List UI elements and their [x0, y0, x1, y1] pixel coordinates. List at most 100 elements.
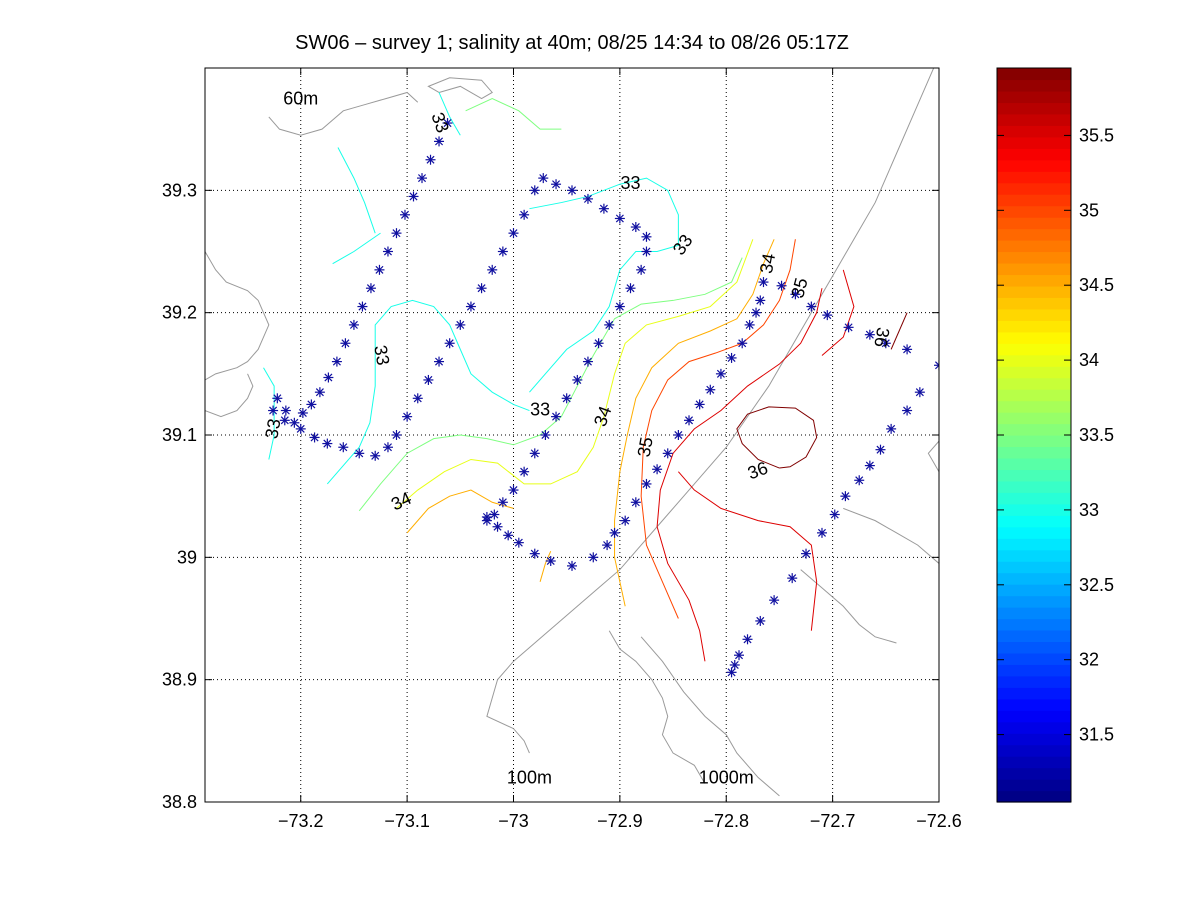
colorbar-band [997, 721, 1071, 734]
colorbar-band [997, 607, 1071, 620]
station-marker [551, 179, 562, 190]
contour-line [406, 489, 514, 534]
station-marker [620, 515, 631, 526]
colorbar-band [997, 710, 1071, 723]
colorbar-band [997, 584, 1071, 597]
colorbar-band [997, 572, 1071, 585]
y-tick-label: 39.1 [162, 425, 197, 445]
colorbar-band [997, 767, 1071, 780]
station-marker [726, 667, 737, 678]
station-marker [289, 417, 300, 428]
station-marker [902, 344, 913, 355]
station-marker [529, 185, 540, 196]
station-marker [641, 246, 652, 257]
station-marker [582, 193, 593, 204]
station-marker [402, 411, 413, 422]
station-marker [787, 573, 798, 584]
station-marker [279, 415, 290, 426]
station-marker [726, 352, 737, 363]
colorbar-band [997, 274, 1071, 287]
colorbar-band [997, 400, 1071, 413]
station-marker [829, 509, 840, 520]
contour-label: 34 [756, 252, 779, 275]
colorbar-band [997, 125, 1071, 138]
colorbar-band [997, 629, 1071, 643]
station-marker [503, 530, 514, 541]
coastline-segment [927, 440, 939, 472]
bathymetry-label: 100m [507, 768, 552, 788]
colorbar-tick-label: 32 [1079, 650, 1099, 670]
station-marker [567, 185, 577, 196]
station-marker [374, 264, 385, 275]
colorbar-band [997, 675, 1071, 688]
station-marker [322, 438, 333, 449]
colorbar-band [997, 366, 1071, 379]
colorbar-band [997, 595, 1071, 608]
colorbar-band [997, 79, 1071, 92]
station-marker [497, 246, 508, 257]
contour-line [539, 551, 552, 582]
bathymetry-labels: 60m 100m 1000m [283, 89, 754, 788]
colorbar-band [997, 435, 1071, 448]
station-marker [508, 228, 519, 239]
colorbar-band [997, 68, 1071, 81]
station-marker [593, 338, 604, 349]
station-marker [340, 338, 351, 349]
contour-line [656, 288, 823, 662]
station-marker [306, 399, 317, 410]
station-marker [776, 280, 787, 291]
station-marker [806, 301, 817, 312]
station-marker [598, 203, 609, 214]
station-marker [487, 264, 498, 275]
station-marker [673, 430, 684, 440]
station-marker [854, 475, 865, 486]
station-marker [816, 527, 827, 538]
contour-line [337, 147, 376, 234]
station-marker [641, 478, 652, 489]
station-marker [751, 307, 762, 318]
station-marker [886, 423, 897, 434]
station-marker [481, 511, 492, 522]
station-marker [734, 650, 745, 661]
station-marker [323, 372, 334, 383]
station-marker [755, 615, 766, 626]
station-marker [365, 283, 376, 294]
station-marker [538, 173, 549, 184]
bathymetry-label: 1000m [699, 768, 754, 788]
station-marker [434, 136, 445, 147]
colorbar-band [997, 457, 1071, 471]
colorbar-band [997, 331, 1071, 344]
station-marker [755, 295, 766, 306]
station-marker [399, 209, 410, 220]
station-marker [297, 407, 308, 418]
coastline-segment [640, 636, 780, 797]
station-marker [609, 527, 620, 538]
station-marker [529, 448, 540, 459]
contour-line [396, 239, 754, 509]
colorbar-band [997, 308, 1071, 321]
colorbar-tick-label: 35.5 [1079, 125, 1114, 145]
colorbar-band [997, 297, 1071, 310]
station-marker [417, 173, 428, 184]
station-marker [604, 319, 615, 330]
contour-line [465, 98, 562, 130]
station-marker [519, 466, 530, 477]
contour-label: 36 [870, 326, 893, 349]
colorbar-band [997, 148, 1071, 161]
station-marker [864, 329, 875, 340]
colorbar-tick-label: 31.5 [1079, 725, 1114, 745]
x-tick-label: −72.9 [597, 811, 643, 831]
colorbar-band [997, 354, 1071, 367]
contour-line [736, 406, 818, 469]
station-marker [602, 540, 613, 551]
station-marker [902, 405, 913, 416]
contour-line [358, 257, 743, 512]
coastline-segment [205, 251, 270, 381]
colorbar-band [997, 664, 1071, 677]
contour-line [614, 239, 775, 607]
x-tick-label: −73 [498, 811, 529, 831]
station-marker [382, 442, 393, 453]
colorbar-band [997, 641, 1071, 654]
